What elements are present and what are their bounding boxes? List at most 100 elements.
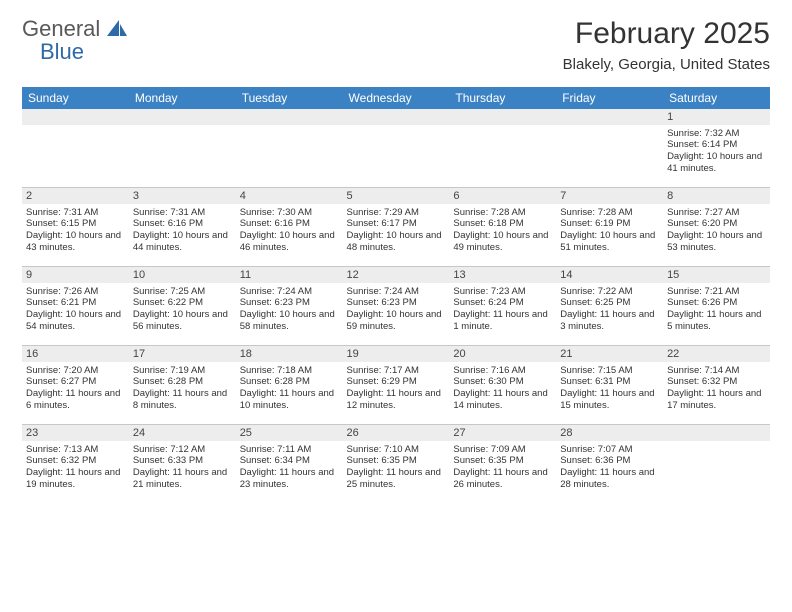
- sunset-text: Sunset: 6:23 PM: [240, 297, 339, 309]
- day-header: Thursday: [449, 87, 556, 109]
- calendar-week: 16Sunrise: 7:20 AMSunset: 6:27 PMDayligh…: [22, 345, 770, 424]
- daylight-text: Daylight: 11 hours and 26 minutes.: [453, 467, 552, 491]
- calendar-cell: 17Sunrise: 7:19 AMSunset: 6:28 PMDayligh…: [129, 345, 236, 424]
- sunset-text: Sunset: 6:28 PM: [240, 376, 339, 388]
- sunset-text: Sunset: 6:27 PM: [26, 376, 125, 388]
- day-body: Sunrise: 7:14 AMSunset: 6:32 PMDaylight:…: [663, 362, 770, 413]
- calendar-table: SundayMondayTuesdayWednesdayThursdayFrid…: [22, 87, 770, 503]
- calendar-cell: 20Sunrise: 7:16 AMSunset: 6:30 PMDayligh…: [449, 345, 556, 424]
- day-number: 2: [22, 188, 129, 204]
- daylight-text: Daylight: 10 hours and 43 minutes.: [26, 230, 125, 254]
- calendar-cell: 28Sunrise: 7:07 AMSunset: 6:36 PMDayligh…: [556, 424, 663, 503]
- day-body: Sunrise: 7:21 AMSunset: 6:26 PMDaylight:…: [663, 283, 770, 334]
- day-number: 12: [343, 267, 450, 283]
- day-body: Sunrise: 7:12 AMSunset: 6:33 PMDaylight:…: [129, 441, 236, 492]
- daylight-text: Daylight: 11 hours and 25 minutes.: [347, 467, 446, 491]
- calendar-head: SundayMondayTuesdayWednesdayThursdayFrid…: [22, 87, 770, 109]
- day-number: 19: [343, 346, 450, 362]
- sunrise-text: Sunrise: 7:17 AM: [347, 365, 446, 377]
- sunrise-text: Sunrise: 7:20 AM: [26, 365, 125, 377]
- day-body: Sunrise: 7:16 AMSunset: 6:30 PMDaylight:…: [449, 362, 556, 413]
- day-header: Friday: [556, 87, 663, 109]
- calendar-cell: 10Sunrise: 7:25 AMSunset: 6:22 PMDayligh…: [129, 266, 236, 345]
- day-body: Sunrise: 7:15 AMSunset: 6:31 PMDaylight:…: [556, 362, 663, 413]
- sunset-text: Sunset: 6:18 PM: [453, 218, 552, 230]
- calendar-cell: 23 Sunrise: 7:13 AMSunset: 6:32 PMDayligh…: [22, 424, 129, 503]
- calendar-week: 23Sunrise: 7:13 AMSunset: 6:32 PMDayligh…: [22, 424, 770, 503]
- calendar-cell: 7Sunrise: 7:28 AMSunset: 6:19 PMDaylight…: [556, 187, 663, 266]
- day-number: [22, 109, 129, 125]
- day-number: 15: [663, 267, 770, 283]
- sunset-text: Sunset: 6:34 PM: [240, 455, 339, 467]
- sunset-text: Sunset: 6:16 PM: [240, 218, 339, 230]
- day-number: 9: [22, 267, 129, 283]
- sunset-text: Sunset: 6:28 PM: [133, 376, 232, 388]
- sunrise-text: Sunrise: 7:27 AM: [667, 207, 766, 219]
- calendar-page: General Blue February 2025 Blakely, Geor…: [0, 0, 792, 513]
- calendar-cell: [22, 109, 129, 188]
- day-number: 21: [556, 346, 663, 362]
- sunrise-text: Sunrise: 7:25 AM: [133, 286, 232, 298]
- daylight-text: Daylight: 11 hours and 19 minutes.: [26, 467, 125, 491]
- sunset-text: Sunset: 6:26 PM: [667, 297, 766, 309]
- day-number: 23: [22, 425, 129, 441]
- sunset-text: Sunset: 6:24 PM: [453, 297, 552, 309]
- day-body: Sunrise: 7:24 AMSunset: 6:23 PMDaylight:…: [236, 283, 343, 334]
- day-number: 24: [129, 425, 236, 441]
- sunset-text: Sunset: 6:21 PM: [26, 297, 125, 309]
- sunrise-text: Sunrise: 7:14 AM: [667, 365, 766, 377]
- daylight-text: Daylight: 10 hours and 56 minutes.: [133, 309, 232, 333]
- daylight-text: Daylight: 10 hours and 41 minutes.: [667, 151, 766, 175]
- day-number: [663, 425, 770, 441]
- day-body: Sunrise: 7:29 AMSunset: 6:17 PMDaylight:…: [343, 204, 450, 255]
- day-header: Tuesday: [236, 87, 343, 109]
- calendar-cell: 6Sunrise: 7:28 AMSunset: 6:18 PMDaylight…: [449, 187, 556, 266]
- calendar-cell: 5Sunrise: 7:29 AMSunset: 6:17 PMDaylight…: [343, 187, 450, 266]
- calendar-cell: [343, 109, 450, 188]
- day-number: 13: [449, 267, 556, 283]
- sunrise-text: Sunrise: 7:32 AM: [667, 128, 766, 140]
- calendar-cell: 18Sunrise: 7:18 AMSunset: 6:28 PMDayligh…: [236, 345, 343, 424]
- sunrise-text: Sunrise: 7:15 AM: [560, 365, 659, 377]
- sunrise-text: Sunrise: 7:31 AM: [26, 207, 125, 219]
- day-number: 4: [236, 188, 343, 204]
- calendar-cell: 12Sunrise: 7:24 AMSunset: 6:23 PMDayligh…: [343, 266, 450, 345]
- sail-icon: [105, 18, 129, 43]
- sunset-text: Sunset: 6:30 PM: [453, 376, 552, 388]
- day-number: 6: [449, 188, 556, 204]
- calendar-cell: 2Sunrise: 7:31 AMSunset: 6:15 PMDaylight…: [22, 187, 129, 266]
- calendar-cell: 13Sunrise: 7:23 AMSunset: 6:24 PMDayligh…: [449, 266, 556, 345]
- sunrise-text: Sunrise: 7:07 AM: [560, 444, 659, 456]
- sunrise-text: Sunrise: 7:30 AM: [240, 207, 339, 219]
- daylight-text: Daylight: 10 hours and 44 minutes.: [133, 230, 232, 254]
- day-number: 18: [236, 346, 343, 362]
- day-body: Sunrise: 7:20 AMSunset: 6:27 PMDaylight:…: [22, 362, 129, 413]
- day-number: 5: [343, 188, 450, 204]
- day-number: 11: [236, 267, 343, 283]
- day-number: 28: [556, 425, 663, 441]
- day-number: 10: [129, 267, 236, 283]
- sunrise-text: Sunrise: 7:09 AM: [453, 444, 552, 456]
- day-body: Sunrise: 7:11 AMSunset: 6:34 PMDaylight:…: [236, 441, 343, 492]
- sunrise-text: Sunrise: 7:13 AM: [26, 444, 125, 456]
- sunrise-text: Sunrise: 7:31 AM: [133, 207, 232, 219]
- sunset-text: Sunset: 6:14 PM: [667, 139, 766, 151]
- day-number: 1: [663, 109, 770, 125]
- day-header: Monday: [129, 87, 236, 109]
- logo-word1: General: [22, 16, 100, 41]
- sunset-text: Sunset: 6:32 PM: [26, 455, 125, 467]
- daylight-text: Daylight: 10 hours and 54 minutes.: [26, 309, 125, 333]
- header: General Blue February 2025 Blakely, Geor…: [22, 18, 770, 73]
- day-number: [236, 109, 343, 125]
- daylight-text: Daylight: 11 hours and 17 minutes.: [667, 388, 766, 412]
- day-number: 8: [663, 188, 770, 204]
- day-number: 27: [449, 425, 556, 441]
- daylight-text: Daylight: 10 hours and 51 minutes.: [560, 230, 659, 254]
- location: Blakely, Georgia, United States: [563, 56, 770, 73]
- sunset-text: Sunset: 6:31 PM: [560, 376, 659, 388]
- day-number: [556, 109, 663, 125]
- calendar-cell: 16Sunrise: 7:20 AMSunset: 6:27 PMDayligh…: [22, 345, 129, 424]
- daylight-text: Daylight: 11 hours and 21 minutes.: [133, 467, 232, 491]
- calendar-body: 1Sunrise: 7:32 AMSunset: 6:14 PMDaylight…: [22, 109, 770, 503]
- daylight-text: Daylight: 11 hours and 1 minute.: [453, 309, 552, 333]
